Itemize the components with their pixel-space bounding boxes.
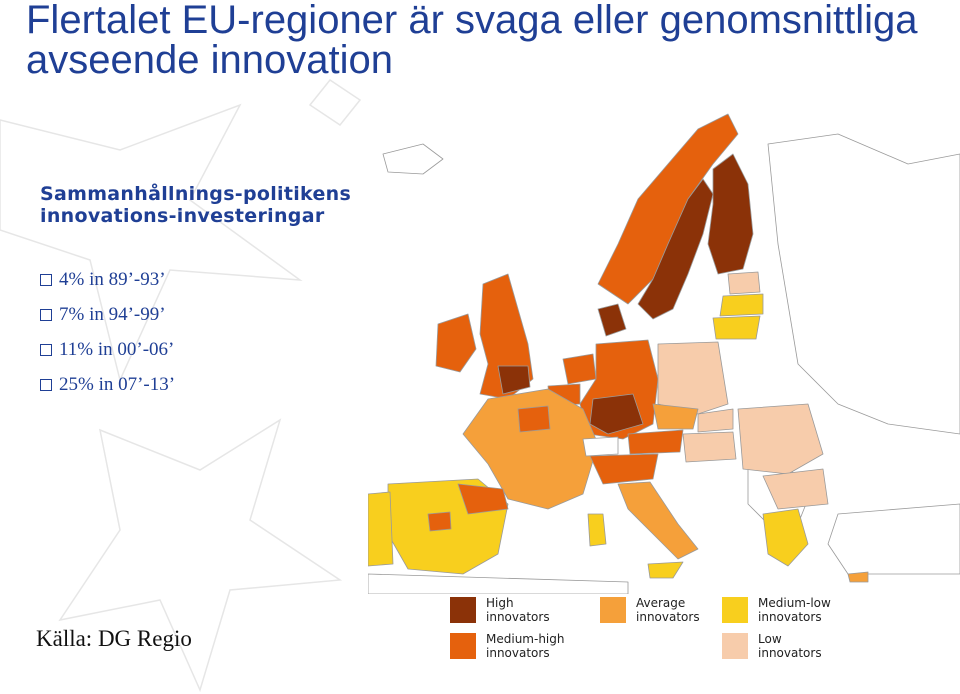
czech-region <box>652 403 699 430</box>
legend-label: Medium-low innovators <box>758 596 831 624</box>
romania-region <box>737 403 824 475</box>
legend-label: Low innovators <box>758 632 822 660</box>
austria-region <box>627 429 684 455</box>
bullet-item: 7% in 94’-99’ <box>40 303 175 326</box>
finland-region <box>707 153 754 275</box>
bullet-text: 25% in 07’-13’ <box>59 373 176 395</box>
legend-item-medium-low: Medium-low innovators <box>722 596 848 624</box>
poland-region <box>657 341 729 415</box>
legend-swatch <box>722 633 748 659</box>
ireland-region <box>435 313 477 373</box>
netherlands-region <box>562 353 597 385</box>
france-region <box>462 388 599 510</box>
europe-innovation-map <box>367 104 960 595</box>
legend-item-average: Average innovators <box>600 596 726 624</box>
denmark-region <box>597 303 627 337</box>
legend-item-high: High innovators <box>450 596 576 624</box>
checkbox-bullet-icon <box>40 378 52 391</box>
checkbox-bullet-icon <box>40 308 52 321</box>
switzerland-region <box>582 436 619 457</box>
legend-item-low: Low innovators <box>722 632 848 660</box>
legend-item-medium-high: Medium-high innovators <box>450 632 576 660</box>
southeast-england-region <box>497 365 531 395</box>
legend-swatch <box>600 597 626 623</box>
legend-label: Average innovators <box>636 596 700 624</box>
slide-title: Flertalet EU-regioner är svaga eller gen… <box>26 0 918 82</box>
spain-northeast-region <box>457 483 509 515</box>
bullet-item: 25% in 07’-13’ <box>40 373 175 396</box>
slovakia-region <box>697 408 734 433</box>
sicily-region <box>647 561 684 579</box>
estonia-region <box>727 271 761 295</box>
source-note: Källa: DG Regio <box>36 626 192 651</box>
hungary-region <box>682 431 737 463</box>
legend-label: High innovators <box>486 596 550 624</box>
checkbox-bullet-icon <box>40 273 52 286</box>
sardinia-region <box>587 513 607 547</box>
bullet-item: 11% in 00’-06’ <box>40 338 175 361</box>
bulgaria-region <box>762 468 829 510</box>
iceland-region <box>382 143 444 175</box>
checkbox-bullet-icon <box>40 343 52 356</box>
slide-subtitle: Sammanhållnings-politikens innovations-i… <box>40 183 352 227</box>
bullet-text: 4% in 89’-93’ <box>59 268 166 290</box>
bullet-text: 11% in 00’-06’ <box>59 338 175 360</box>
bullet-text: 7% in 94’-99’ <box>59 303 166 325</box>
legend-swatch <box>450 633 476 659</box>
legend-label: Medium-high innovators <box>486 632 565 660</box>
russia-region <box>767 133 960 435</box>
latvia-region <box>719 293 764 317</box>
italy-north-region <box>589 453 659 485</box>
bullet-item: 4% in 89’-93’ <box>40 268 175 291</box>
cyprus-region <box>847 571 869 583</box>
portugal-region <box>367 491 394 567</box>
legend-swatch <box>722 597 748 623</box>
lithuania-region <box>712 315 761 340</box>
madrid-region <box>427 511 452 532</box>
italy-region <box>617 481 699 560</box>
paris-region <box>517 405 551 433</box>
map-svg <box>367 104 960 595</box>
legend-swatch <box>450 597 476 623</box>
germany-south-region <box>589 393 644 435</box>
turkey-region <box>827 503 960 575</box>
bullet-list: 4% in 89’-93’ 7% in 94’-99’ 11% in 00’-0… <box>40 268 175 408</box>
map-legend: High innovators Average innovators Mediu… <box>450 596 950 662</box>
greece-region <box>762 508 809 567</box>
